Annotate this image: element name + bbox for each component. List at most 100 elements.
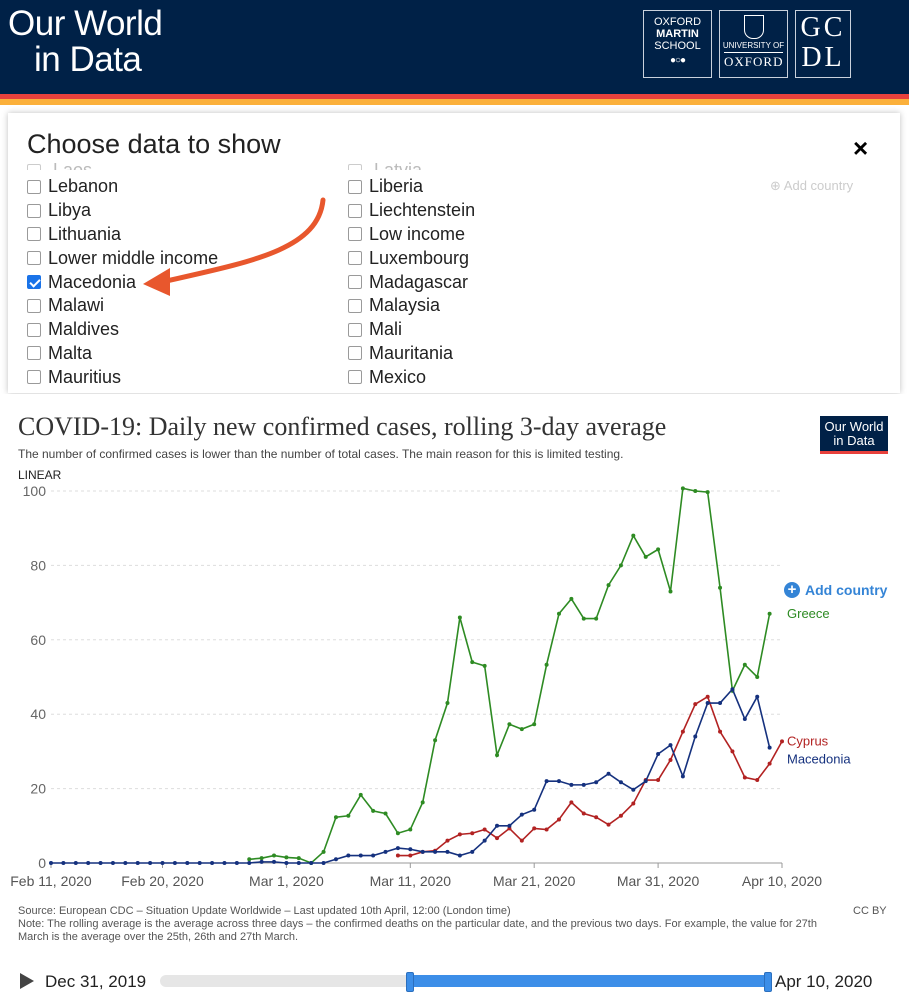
data-point-greece[interactable] bbox=[656, 547, 661, 552]
country-option-malta[interactable]: Malta bbox=[27, 342, 218, 366]
data-point-cyprus[interactable] bbox=[408, 853, 413, 858]
data-point-greece[interactable] bbox=[420, 800, 425, 805]
data-point-greece[interactable] bbox=[606, 583, 611, 588]
country-option-liberia[interactable]: Liberia bbox=[348, 175, 475, 199]
country-option-low-income[interactable]: Low income bbox=[348, 223, 475, 247]
data-point-macedonia[interactable] bbox=[172, 861, 177, 865]
data-point-greece[interactable] bbox=[680, 486, 685, 491]
data-point-cyprus[interactable] bbox=[482, 827, 487, 832]
add-country-button[interactable]: + Add country bbox=[784, 582, 887, 598]
data-point-greece[interactable] bbox=[321, 849, 326, 854]
data-point-macedonia[interactable] bbox=[470, 849, 475, 854]
data-point-macedonia[interactable] bbox=[358, 853, 363, 858]
data-point-macedonia[interactable] bbox=[569, 782, 574, 787]
data-point-macedonia[interactable] bbox=[272, 859, 277, 864]
checkbox[interactable] bbox=[348, 298, 362, 313]
data-point-macedonia[interactable] bbox=[123, 861, 128, 865]
data-point-macedonia[interactable] bbox=[581, 782, 586, 787]
data-point-macedonia[interactable] bbox=[185, 861, 190, 865]
data-point-cyprus[interactable] bbox=[631, 801, 636, 806]
data-point-cyprus[interactable] bbox=[544, 827, 549, 832]
data-point-greece[interactable] bbox=[618, 563, 623, 568]
country-option-liechtenstein[interactable]: Liechtenstein bbox=[348, 199, 475, 223]
country-option-maldives[interactable]: Maldives bbox=[27, 318, 218, 342]
data-point-macedonia[interactable] bbox=[420, 849, 425, 854]
country-option-madagascar[interactable]: Madagascar bbox=[348, 270, 475, 294]
scale-toggle[interactable]: LINEAR bbox=[18, 468, 62, 482]
data-point-cyprus[interactable] bbox=[680, 729, 685, 734]
data-point-macedonia[interactable] bbox=[234, 861, 239, 865]
data-point-macedonia[interactable] bbox=[445, 849, 450, 854]
data-point-greece[interactable] bbox=[519, 727, 524, 732]
checkbox[interactable] bbox=[27, 346, 41, 361]
country-option-mauritania[interactable]: Mauritania bbox=[348, 342, 475, 366]
owid-logo[interactable]: Our World in Data bbox=[8, 6, 163, 78]
data-point-macedonia[interactable] bbox=[408, 847, 413, 852]
data-point-cyprus[interactable] bbox=[457, 832, 462, 837]
data-point-macedonia[interactable] bbox=[110, 861, 115, 865]
data-point-greece[interactable] bbox=[272, 853, 277, 858]
data-point-cyprus[interactable] bbox=[581, 811, 586, 816]
data-point-cyprus[interactable] bbox=[618, 813, 623, 818]
checkbox[interactable] bbox=[27, 251, 41, 266]
data-point-macedonia[interactable] bbox=[618, 780, 623, 785]
data-point-cyprus[interactable] bbox=[668, 757, 673, 762]
data-point-cyprus[interactable] bbox=[532, 826, 537, 831]
data-point-greece[interactable] bbox=[631, 533, 636, 538]
data-point-macedonia[interactable] bbox=[594, 780, 599, 785]
data-point-macedonia[interactable] bbox=[222, 861, 227, 865]
data-point-greece[interactable] bbox=[371, 808, 376, 813]
data-point-macedonia[interactable] bbox=[371, 853, 376, 858]
data-point-cyprus[interactable] bbox=[656, 778, 661, 783]
data-point-greece[interactable] bbox=[643, 554, 648, 559]
country-option-malaysia[interactable]: Malaysia bbox=[348, 294, 475, 318]
checkbox[interactable] bbox=[348, 370, 362, 385]
data-point-macedonia[interactable] bbox=[98, 861, 103, 865]
data-point-greece[interactable] bbox=[259, 856, 264, 861]
data-point-cyprus[interactable] bbox=[755, 778, 760, 783]
data-point-greece[interactable] bbox=[742, 662, 747, 667]
data-point-greece[interactable] bbox=[445, 701, 450, 706]
data-point-macedonia[interactable] bbox=[544, 779, 549, 784]
data-point-macedonia[interactable] bbox=[49, 861, 53, 865]
data-point-macedonia[interactable] bbox=[346, 853, 351, 858]
country-option-macedonia[interactable]: Macedonia bbox=[27, 270, 218, 294]
checkbox[interactable] bbox=[348, 203, 362, 218]
data-point-greece[interactable] bbox=[495, 753, 500, 758]
data-point-macedonia[interactable] bbox=[767, 745, 772, 750]
data-point-greece[interactable] bbox=[544, 662, 549, 667]
data-point-greece[interactable] bbox=[705, 490, 710, 495]
series-line-macedonia[interactable] bbox=[51, 687, 771, 864]
data-point-cyprus[interactable] bbox=[569, 800, 574, 805]
data-point-macedonia[interactable] bbox=[705, 701, 710, 706]
data-point-macedonia[interactable] bbox=[742, 717, 747, 722]
data-point-greece[interactable] bbox=[284, 855, 289, 860]
country-option-mexico[interactable]: Mexico bbox=[348, 365, 475, 389]
series-line-cyprus[interactable] bbox=[397, 695, 783, 857]
data-point-cyprus[interactable] bbox=[780, 739, 784, 744]
checkbox[interactable] bbox=[348, 227, 362, 242]
data-point-macedonia[interactable] bbox=[395, 846, 400, 851]
data-point-macedonia[interactable] bbox=[519, 812, 524, 817]
owid-badge-logo[interactable]: Our World in Data bbox=[820, 416, 888, 454]
timeline-end-handle[interactable] bbox=[764, 972, 772, 992]
data-point-greece[interactable] bbox=[755, 675, 760, 679]
data-point-macedonia[interactable] bbox=[507, 823, 512, 828]
data-point-cyprus[interactable] bbox=[718, 729, 723, 734]
data-point-greece[interactable] bbox=[470, 660, 475, 665]
data-point-cyprus[interactable] bbox=[606, 822, 611, 827]
data-point-greece[interactable] bbox=[581, 616, 586, 621]
data-point-greece[interactable] bbox=[594, 616, 599, 621]
data-point-greece[interactable] bbox=[718, 585, 723, 590]
data-point-greece[interactable] bbox=[668, 589, 673, 594]
gcdl-logo[interactable]: GC DL bbox=[795, 10, 851, 78]
data-point-greece[interactable] bbox=[383, 811, 388, 816]
country-option-mauritius[interactable]: Mauritius bbox=[27, 365, 218, 389]
data-point-macedonia[interactable] bbox=[247, 861, 252, 865]
data-point-macedonia[interactable] bbox=[383, 849, 388, 854]
data-point-macedonia[interactable] bbox=[755, 694, 760, 699]
checkbox[interactable] bbox=[27, 227, 41, 242]
data-point-greece[interactable] bbox=[569, 596, 574, 601]
university-of-oxford-logo[interactable]: UNIVERSITY OF OXFORD bbox=[719, 10, 788, 78]
oxford-martin-school-logo[interactable]: OXFORD MARTIN SCHOOL ●○● bbox=[643, 10, 712, 78]
